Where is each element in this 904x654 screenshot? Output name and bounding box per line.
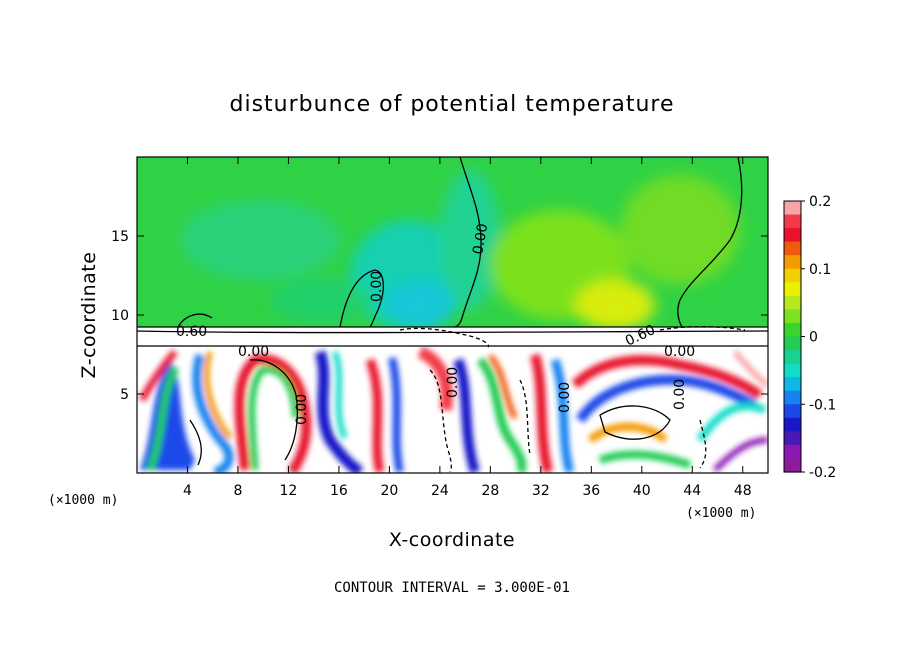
y-tick-label: 5 [120,387,129,403]
colorbar-swatch [784,417,801,432]
y-axis-label: Z-coordinate [78,252,100,379]
y-ticks: 5 10 15 [111,229,768,403]
colorbar-swatch [784,458,801,473]
x-tick-label: 32 [532,483,550,499]
contour-label: 0.00 [238,344,269,360]
colorbar-swatch [784,431,801,446]
contour-label: 0.00 [369,271,385,302]
contour-label: 0.00 [672,379,688,410]
x-unit-label-left: (×1000 m) [48,493,118,508]
contour-label: 0.00 [557,382,573,413]
colorbar-swatch [784,404,801,419]
x-tick-label: 20 [380,483,398,499]
colorbar-swatch [784,350,801,365]
chart-title: disturbunce of potential temperature [230,92,675,117]
colorbar-swatch [784,322,801,338]
lower-field-bands [138,346,768,473]
x-tick-label: 12 [280,483,298,499]
x-ticks: 4 8 12 16 20 24 28 32 36 40 44 48 [183,157,752,499]
colorbar-swatch [784,377,801,392]
colorbar-swatch [784,295,801,310]
x-tick-label: 4 [183,483,192,499]
x-tick-label: 36 [582,483,600,499]
colorbar [783,200,802,473]
upper-field-shading [180,170,740,330]
colorbar-swatch [784,309,801,324]
colorbar-swatch [784,363,801,378]
colorbar-swatch [784,201,801,216]
x-unit-label-right: (×1000 m) [686,506,756,521]
x-tick-label: 28 [481,483,499,499]
plot-area [137,157,768,473]
y-tick-label: 15 [111,229,129,245]
colorbar-tick-label: 0.2 [809,194,831,210]
colorbar-swatch [784,228,801,243]
colorbar-tick-label: -0.2 [809,465,836,481]
contour-label: 0.00 [294,394,310,425]
colorbar-swatch [784,214,801,229]
colorbar-swatch [784,282,801,297]
x-tick-label: 40 [633,483,651,499]
x-tick-label: 44 [683,483,701,499]
colorbar-swatch [784,444,801,460]
contour-label: 0.00 [445,367,461,398]
colorbar-swatch [784,336,801,351]
contour-lines [137,157,768,473]
x-tick-label: 16 [330,483,348,499]
contour-label: 0.60 [176,324,207,340]
y-tick-label: 10 [111,308,129,324]
colorbar-tick-label: 0.1 [809,262,831,278]
x-tick-label: 8 [233,483,242,499]
contour-label-group: 0.60 0.00 0.00 0.00 0.00 0.00 0.60 0.00 … [176,222,695,425]
contour-interval-note: CONTOUR INTERVAL = 3.000E-01 [334,580,570,596]
contour-label: 0.00 [470,222,491,255]
colorbar-swatch [784,255,801,270]
colorbar-swatch [784,390,801,405]
x-tick-label: 24 [431,483,449,499]
colorbar-tick-label: 0 [809,330,818,346]
colorbar-tick-label: -0.1 [809,397,836,413]
colorbar-ticks: 0.2 0.1 0 -0.1 -0.2 [801,194,836,481]
contour-label: 0.00 [664,344,695,360]
colorbar-swatch [784,268,801,283]
colorbar-swatch [784,241,801,256]
x-tick-label: 48 [734,483,752,499]
x-axis-label: X-coordinate [389,529,515,551]
